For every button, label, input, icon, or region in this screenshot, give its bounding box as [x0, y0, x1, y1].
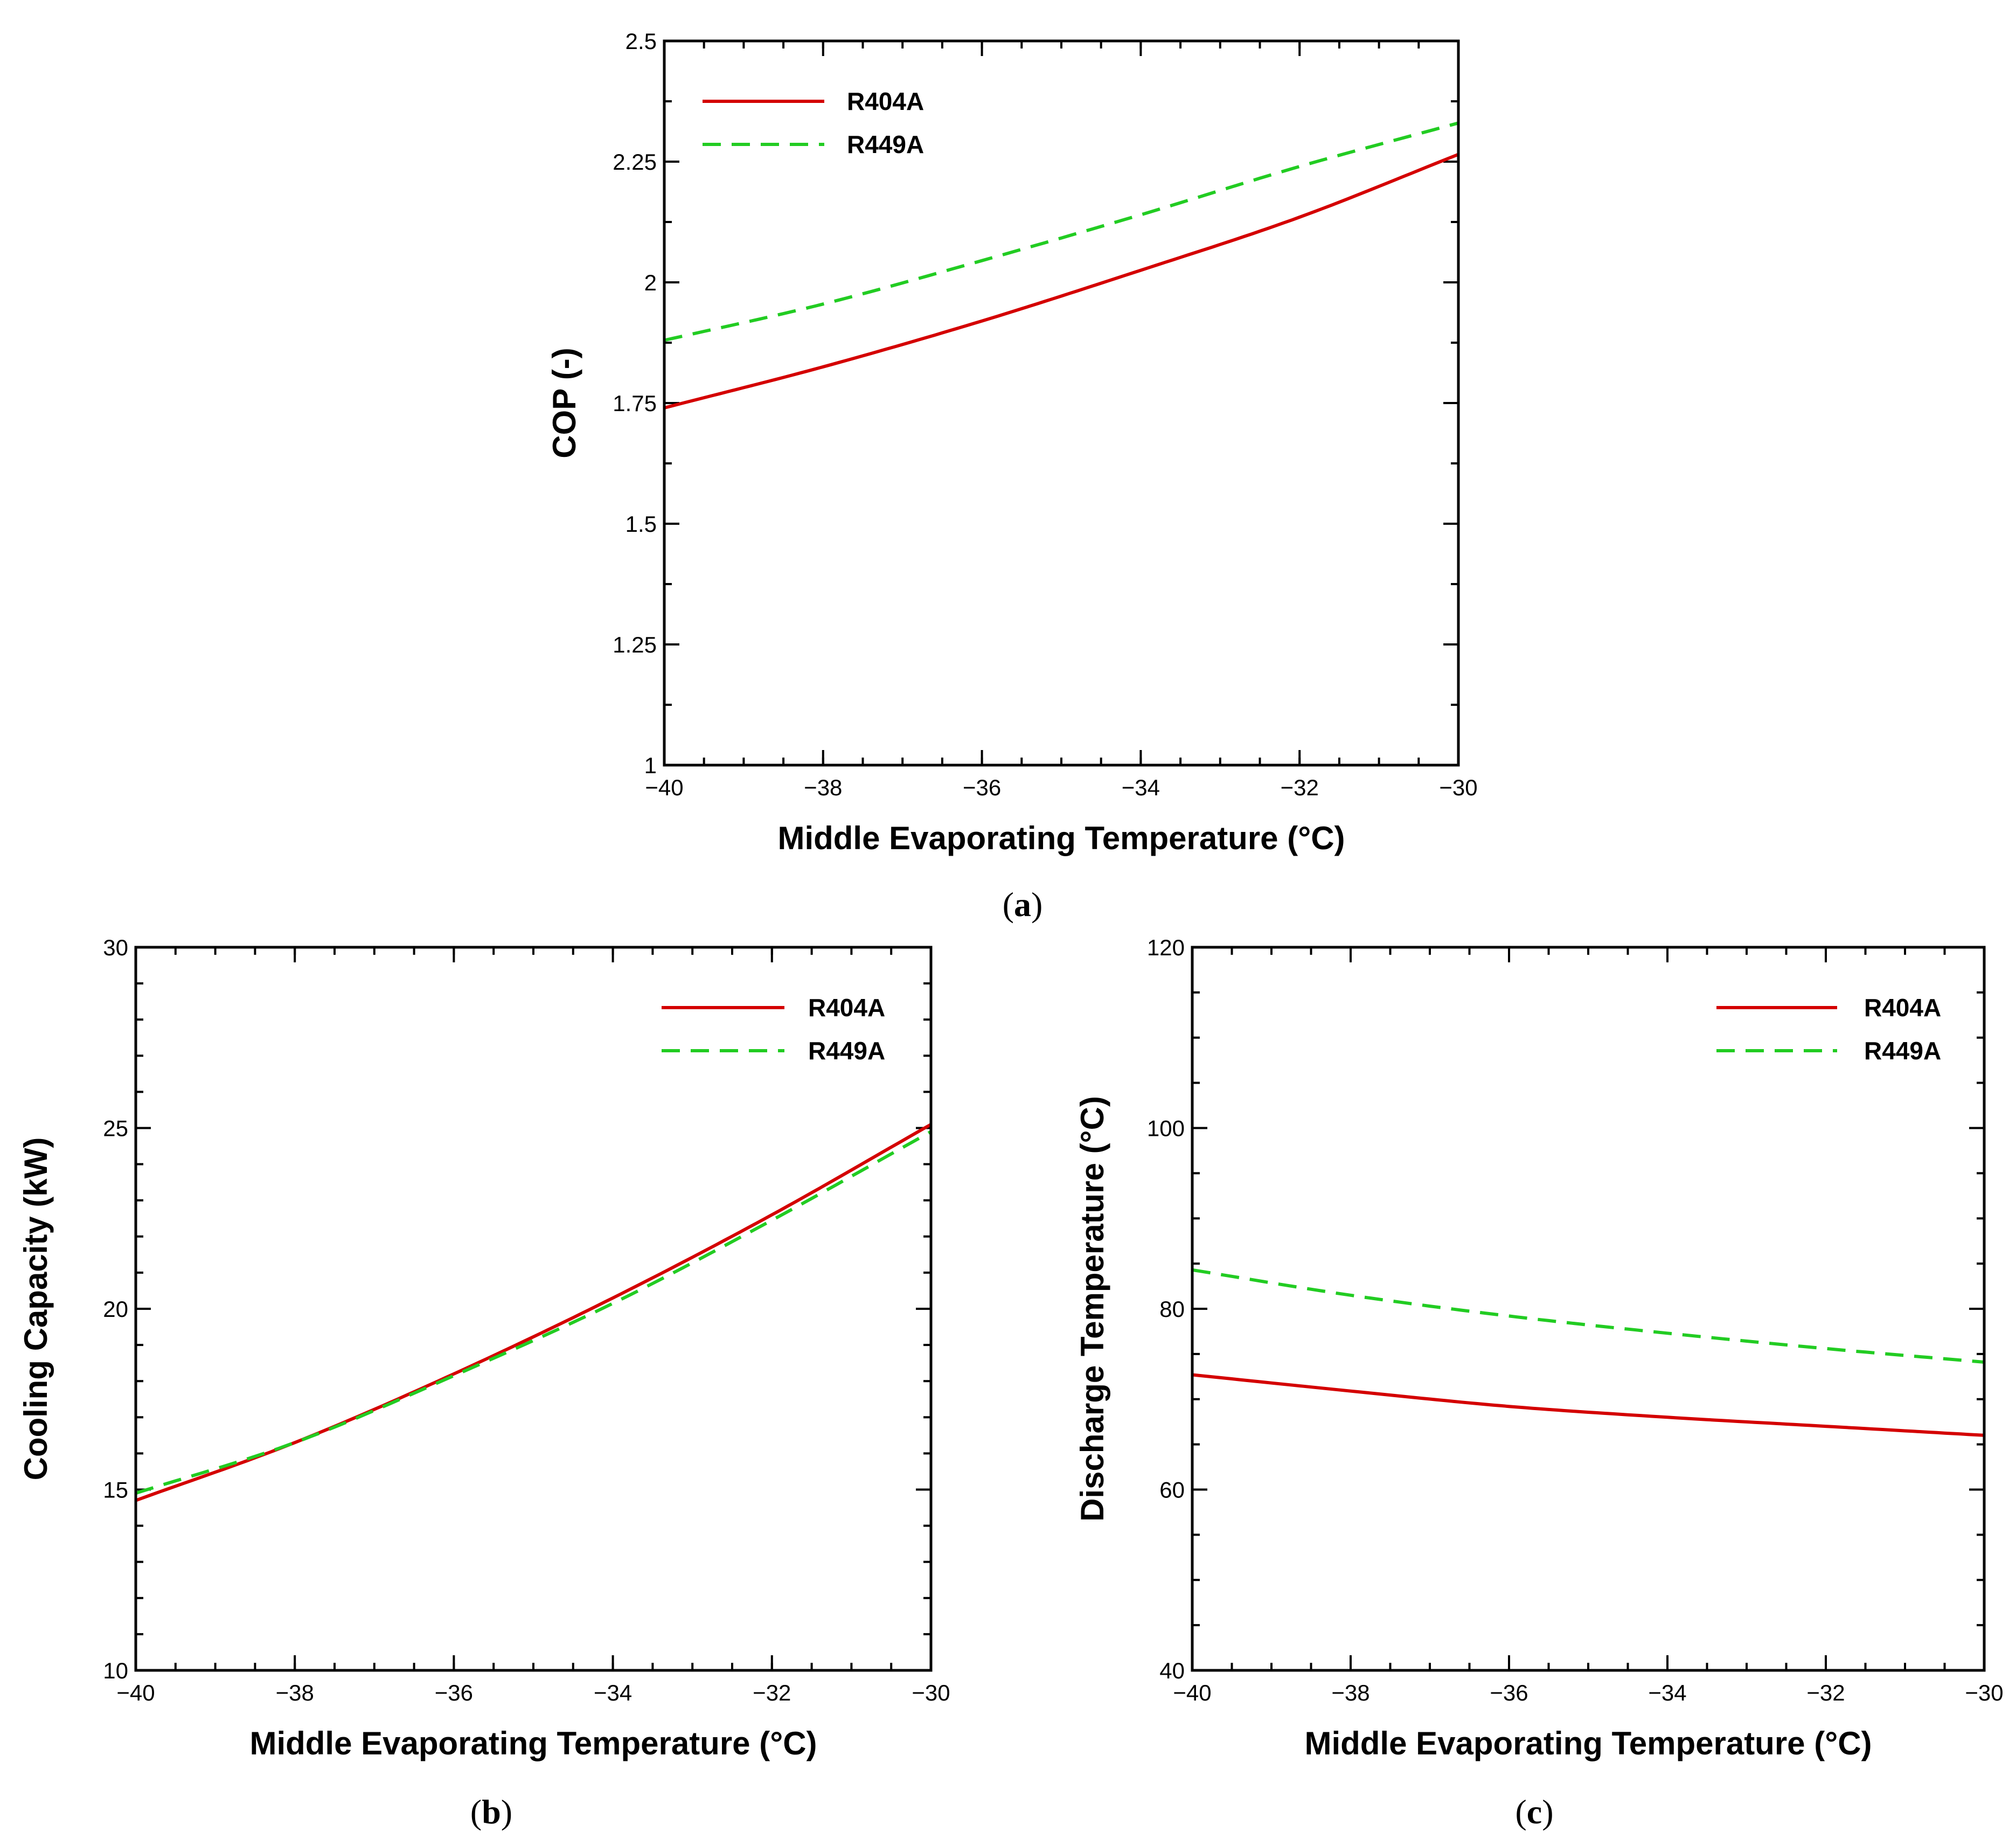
series-line-r404a: [135, 1123, 932, 1502]
y-tick-label: 80: [1159, 1296, 1185, 1322]
caption-open-paren: (: [470, 1793, 482, 1831]
legend-label: R404A: [1864, 994, 1941, 1022]
caption-close-paren: ): [1542, 1793, 1553, 1831]
series-line-r449a: [1192, 1268, 1985, 1364]
y-tick-label: 2: [644, 270, 657, 295]
caption-letter: c: [1527, 1793, 1542, 1831]
x-tick-label: −38: [804, 775, 842, 800]
x-tick-label: −36: [435, 1680, 473, 1705]
x-tick-label: −34: [1122, 775, 1160, 800]
y-tick-label: 1.75: [613, 391, 657, 416]
x-tick-label: −32: [1281, 775, 1319, 800]
y-tick-label: 120: [1147, 935, 1185, 960]
x-tick-label: −36: [963, 775, 1001, 800]
x-tick-label: −40: [645, 775, 683, 800]
y-tick-label: 30: [103, 935, 128, 960]
legend-label: R449A: [1864, 1037, 1941, 1065]
x-tick-label: −40: [1173, 1680, 1211, 1705]
y-tick-label: 10: [103, 1658, 128, 1683]
x-tick-label: −30: [912, 1680, 950, 1705]
legend-label: R404A: [808, 994, 885, 1022]
y-tick-label: 60: [1159, 1477, 1185, 1503]
y-tick-label: 25: [103, 1116, 128, 1141]
legend-label: R404A: [847, 87, 924, 115]
y-tick-label: 20: [103, 1296, 128, 1322]
series-line-r404a: [1192, 1373, 1985, 1437]
x-tick-label: −38: [1331, 1680, 1370, 1705]
caption-close-paren: ): [1031, 885, 1042, 924]
caption-close-paren: ): [501, 1793, 512, 1831]
x-axis-title: Middle Evaporating Temperature (°C): [249, 1725, 817, 1761]
x-tick-label: −30: [1965, 1680, 2003, 1705]
x-tick-label: −32: [1806, 1680, 1845, 1705]
legend-label: R449A: [808, 1037, 885, 1065]
x-axis-title: Middle Evaporating Temperature (°C): [1304, 1725, 1872, 1761]
panel-caption-c: (c): [1515, 1793, 1553, 1831]
y-tick-label: 2.5: [625, 29, 657, 54]
y-axis-title: COP (-): [546, 348, 582, 459]
legend-label: R449A: [847, 130, 924, 158]
y-tick-label: 2.25: [613, 149, 657, 175]
x-tick-label: −34: [594, 1680, 632, 1705]
series-line-r449a: [664, 121, 1459, 342]
y-tick-label: 1.25: [613, 632, 657, 657]
panel-caption-a: (a): [1003, 885, 1043, 924]
x-axis-title: Middle Evaporating Temperature (°C): [777, 820, 1345, 856]
x-tick-label: −40: [116, 1680, 155, 1705]
plot-frame: [134, 946, 933, 1672]
x-tick-label: −30: [1439, 775, 1477, 800]
plot-frame: [1191, 946, 1986, 1672]
x-tick-label: −38: [276, 1680, 314, 1705]
chart-panel-b: −40 −38 −36 −34 −32 −30 10 15 20 25 30 R404A R449A Mi…: [18, 935, 950, 1831]
caption-open-paren: (: [1515, 1793, 1526, 1831]
x-tick-label: −34: [1648, 1680, 1686, 1705]
chart-panel-c: −40 −38 −36 −34 −32 −30 40 60 80 100 120 R404A R449A…: [1074, 935, 2004, 1831]
y-tick-label: 100: [1147, 1116, 1185, 1141]
caption-letter: b: [482, 1793, 501, 1831]
plot-frame: [663, 39, 1460, 767]
y-tick-label: 15: [103, 1477, 128, 1503]
series-line-r449a: [135, 1130, 932, 1495]
panel-caption-b: (b): [470, 1793, 512, 1831]
y-tick-label: 40: [1159, 1658, 1185, 1683]
caption-open-paren: (: [1003, 885, 1014, 924]
y-axis-title: Discharge Temperature (°C): [1074, 1096, 1110, 1522]
y-axis-title: Cooling Capacity (kW): [18, 1137, 54, 1481]
x-tick-label: −32: [753, 1680, 791, 1705]
y-tick-label: 1: [644, 753, 657, 778]
series-line-r404a: [664, 152, 1459, 410]
x-tick-label: −36: [1490, 1680, 1528, 1705]
y-tick-label: 1.5: [625, 511, 657, 537]
chart-panel-a: −40 −38 −36 −34 −32 −30 1 1.25 1.5 1.75 2 2.25 2.5 R4…: [546, 29, 1478, 924]
caption-letter: a: [1014, 885, 1031, 924]
